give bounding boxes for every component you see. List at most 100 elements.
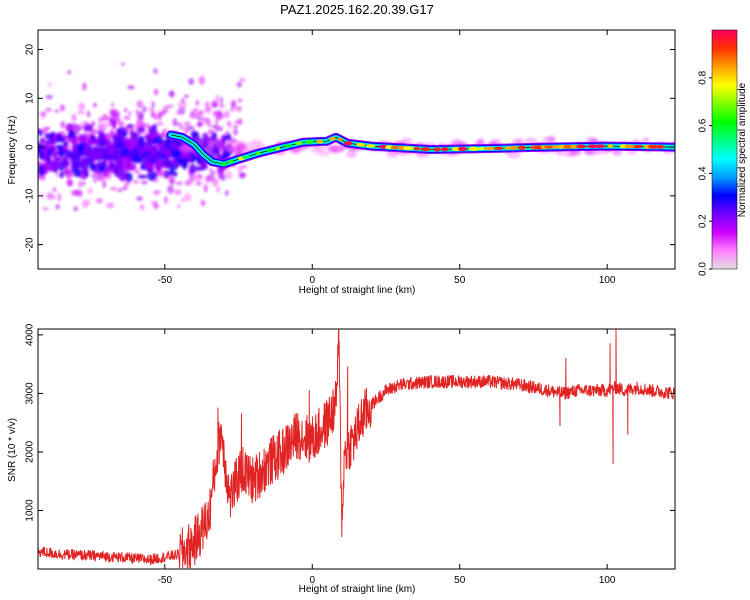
- spectrogram-cell: [165, 162, 171, 167]
- spectrogram-cell: [219, 96, 223, 104]
- spectrogram-cell: [110, 102, 115, 108]
- spectrogram-cell: [224, 171, 233, 180]
- spectrogram-hotspot: [365, 144, 376, 148]
- spectrogram-cell: [216, 186, 220, 193]
- spectrogram-cell: [225, 143, 235, 152]
- spectrogram-cell: [212, 110, 221, 117]
- spectrogram-cell: [181, 101, 187, 110]
- spectrogram-hotspot: [390, 145, 399, 150]
- spectrogram-cell: [178, 126, 186, 130]
- spectrogram-hotspot: [329, 136, 336, 141]
- spectrogram-cell: [42, 207, 49, 211]
- spectrogram-x-tick-label: -50: [158, 275, 173, 286]
- spectrogram-cell: [41, 111, 45, 120]
- spectrogram-cell: [386, 151, 399, 159]
- snr-x-tick-label: 100: [599, 575, 616, 586]
- spectrogram-cell: [93, 178, 97, 184]
- spectrogram-cell: [155, 135, 164, 145]
- spectrogram-cell: [59, 104, 66, 112]
- spectrogram-hotspot: [633, 144, 643, 149]
- spectrogram-cell: [188, 174, 197, 182]
- spectrogram-cell: [132, 179, 139, 184]
- spectrogram-cell: [211, 177, 219, 187]
- spectrogram-cell: [131, 131, 139, 141]
- spectrogram-hotspot: [255, 151, 261, 156]
- spectrogram-cell: [45, 94, 54, 100]
- spectrogram-cell: [135, 168, 141, 173]
- spectrogram-cell: [192, 108, 199, 112]
- spectrogram-cell: [90, 120, 96, 127]
- spectrogram-cell: [154, 191, 158, 197]
- snr-chart: -50 0 50 100 1000 2000 3000 4000 Height of str…: [7, 323, 676, 595]
- spectrogram-cell: [204, 105, 213, 111]
- spectrogram-hotspot: [337, 137, 343, 142]
- spectrogram-cell: [184, 127, 188, 135]
- spectrogram-cell: [147, 171, 157, 181]
- spectrogram-cell: [87, 153, 98, 161]
- spectrogram-cell: [112, 163, 122, 172]
- spectrogram-cell: [52, 187, 57, 193]
- spectrogram-cell: [80, 158, 88, 167]
- spectrogram-cell: [38, 164, 46, 176]
- spectrogram-hotspot: [221, 162, 227, 167]
- snr-x-tick-label: 50: [454, 575, 466, 586]
- spectrogram-cell: [68, 129, 75, 138]
- spectrogram-hotspot: [647, 144, 659, 149]
- spectrogram-cell: [127, 137, 133, 145]
- colorbar-tick-label: 0.4: [698, 166, 709, 180]
- spectrogram-hotspot: [607, 144, 614, 149]
- spectrogram-cell: [156, 122, 164, 126]
- spectrogram-cell: [238, 172, 247, 179]
- spectrogram-cell: [166, 104, 174, 108]
- snr-y-axis-label: SNR (10 * v/v): [7, 418, 18, 482]
- spectrogram-cell: [183, 120, 191, 127]
- spectrogram-cell: [62, 140, 69, 147]
- spectrogram-cell: [164, 195, 168, 205]
- spectrogram-hotspot: [305, 140, 314, 144]
- spectrogram-cell: [183, 193, 192, 202]
- spectrogram-cell: [156, 160, 162, 172]
- spectrogram-cell: [189, 163, 197, 174]
- colorbar-tick-label: 0.8: [698, 70, 709, 84]
- spectrogram-cell: [106, 145, 116, 157]
- spectrogram-cell: [39, 138, 46, 144]
- spectrogram-hotspot: [458, 146, 468, 152]
- spectrogram-cell: [217, 172, 224, 179]
- spectrogram-cell: [198, 75, 206, 85]
- spectrogram-x-tick-label: 100: [599, 275, 616, 286]
- spectrogram-cell: [89, 130, 95, 135]
- spectrogram-hotspot: [587, 144, 598, 149]
- spectrogram-cell: [189, 110, 197, 119]
- spectrogram-cell: [203, 184, 208, 193]
- spectrogram-cell: [111, 119, 117, 130]
- spectrogram-x-tick-label: 0: [309, 275, 315, 286]
- spectrogram-x-ticks: -50 0 50 100: [158, 30, 616, 286]
- spectrogram-y-tick-label: 0: [25, 144, 36, 150]
- spectrogram-cell: [237, 165, 243, 173]
- snr-y-tick-label: 1000: [25, 499, 36, 522]
- spectrogram-y-tick-label: -10: [25, 188, 36, 203]
- spectrogram-cell: [144, 123, 151, 129]
- colorbar-tick-label: 0.0: [698, 262, 709, 276]
- spectrogram-cell: [55, 171, 59, 179]
- spectrogram-cell: [196, 114, 200, 119]
- spectrogram-cell: [38, 145, 47, 150]
- spectrogram-cell: [140, 180, 149, 185]
- spectrogram-cell: [91, 173, 97, 179]
- spectrogram-cell: [200, 199, 204, 206]
- spectrogram-cell: [128, 142, 133, 152]
- spectrogram-cell: [61, 130, 67, 135]
- spectrogram-cell: [118, 134, 126, 144]
- spectrogram-cell: [246, 141, 256, 147]
- spectrogram-cell: [57, 147, 66, 158]
- spectrogram-cell: [173, 189, 182, 196]
- spectrogram-cell: [160, 144, 167, 156]
- colorbar-tick-label: 0.6: [698, 118, 709, 132]
- spectrogram-hotspot: [398, 145, 405, 150]
- spectrogram-cell: [60, 120, 66, 129]
- spectrogram-cell: [82, 82, 87, 91]
- spectrogram-cell: [136, 126, 146, 134]
- spectrogram-cell: [163, 127, 168, 132]
- spectrogram-cell: [102, 116, 107, 122]
- spectrogram-cell: [106, 202, 115, 209]
